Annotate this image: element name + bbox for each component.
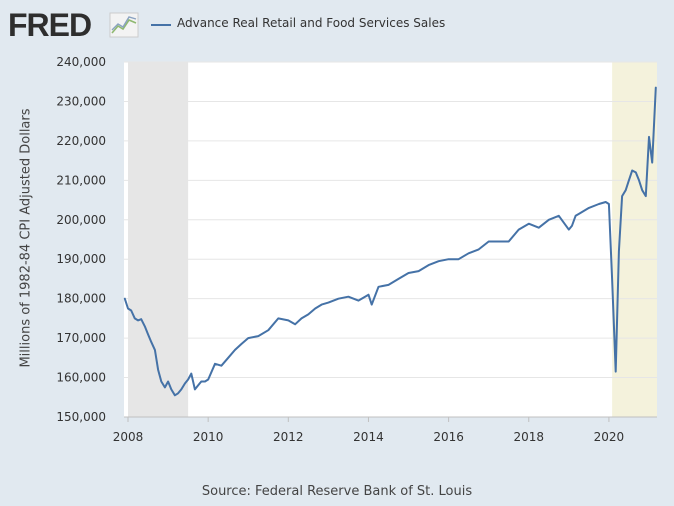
x-tick-label: 2008: [113, 430, 144, 444]
source-note: Source: Federal Reserve Bank of St. Loui…: [201, 484, 473, 499]
line-chart: 150,000 160,000 170,000 180,000 190,000 200,0…: [56, 55, 657, 444]
y-tick-label: 180,000: [56, 292, 106, 306]
y-tick-label: 200,000: [56, 213, 106, 227]
y-tick-label: 210,000: [56, 173, 106, 187]
recession-band-0: [128, 62, 189, 417]
plot-area: [124, 62, 657, 417]
chart-line-icon: [109, 12, 139, 38]
y-tick-label: 150,000: [56, 410, 106, 424]
x-tick-label: 2016: [433, 430, 464, 444]
legend-swatch: [151, 24, 171, 26]
series-line-0: [123, 86, 657, 397]
x-tick-label: 2010: [193, 430, 224, 444]
y-tick-label: 230,000: [56, 94, 106, 108]
y-tick-label: 160,000: [56, 371, 106, 385]
y-tick-label: 220,000: [56, 134, 106, 148]
x-tick-label: 2014: [353, 430, 384, 444]
y-axis-label: Millions of 1982-84 CPI Adjusted Dollars: [18, 108, 34, 368]
y-tick-label: 190,000: [56, 252, 106, 266]
y-tick-label: 240,000: [56, 55, 106, 69]
y-tick-label: 170,000: [56, 331, 106, 345]
fred-logo: FRED: [8, 7, 92, 43]
x-tick-label: 2020: [594, 430, 625, 444]
legend-label: Advance Real Retail and Food Services Sa…: [177, 16, 446, 30]
x-tick-label: 2012: [273, 430, 304, 444]
x-tick-label: 2018: [513, 430, 544, 444]
